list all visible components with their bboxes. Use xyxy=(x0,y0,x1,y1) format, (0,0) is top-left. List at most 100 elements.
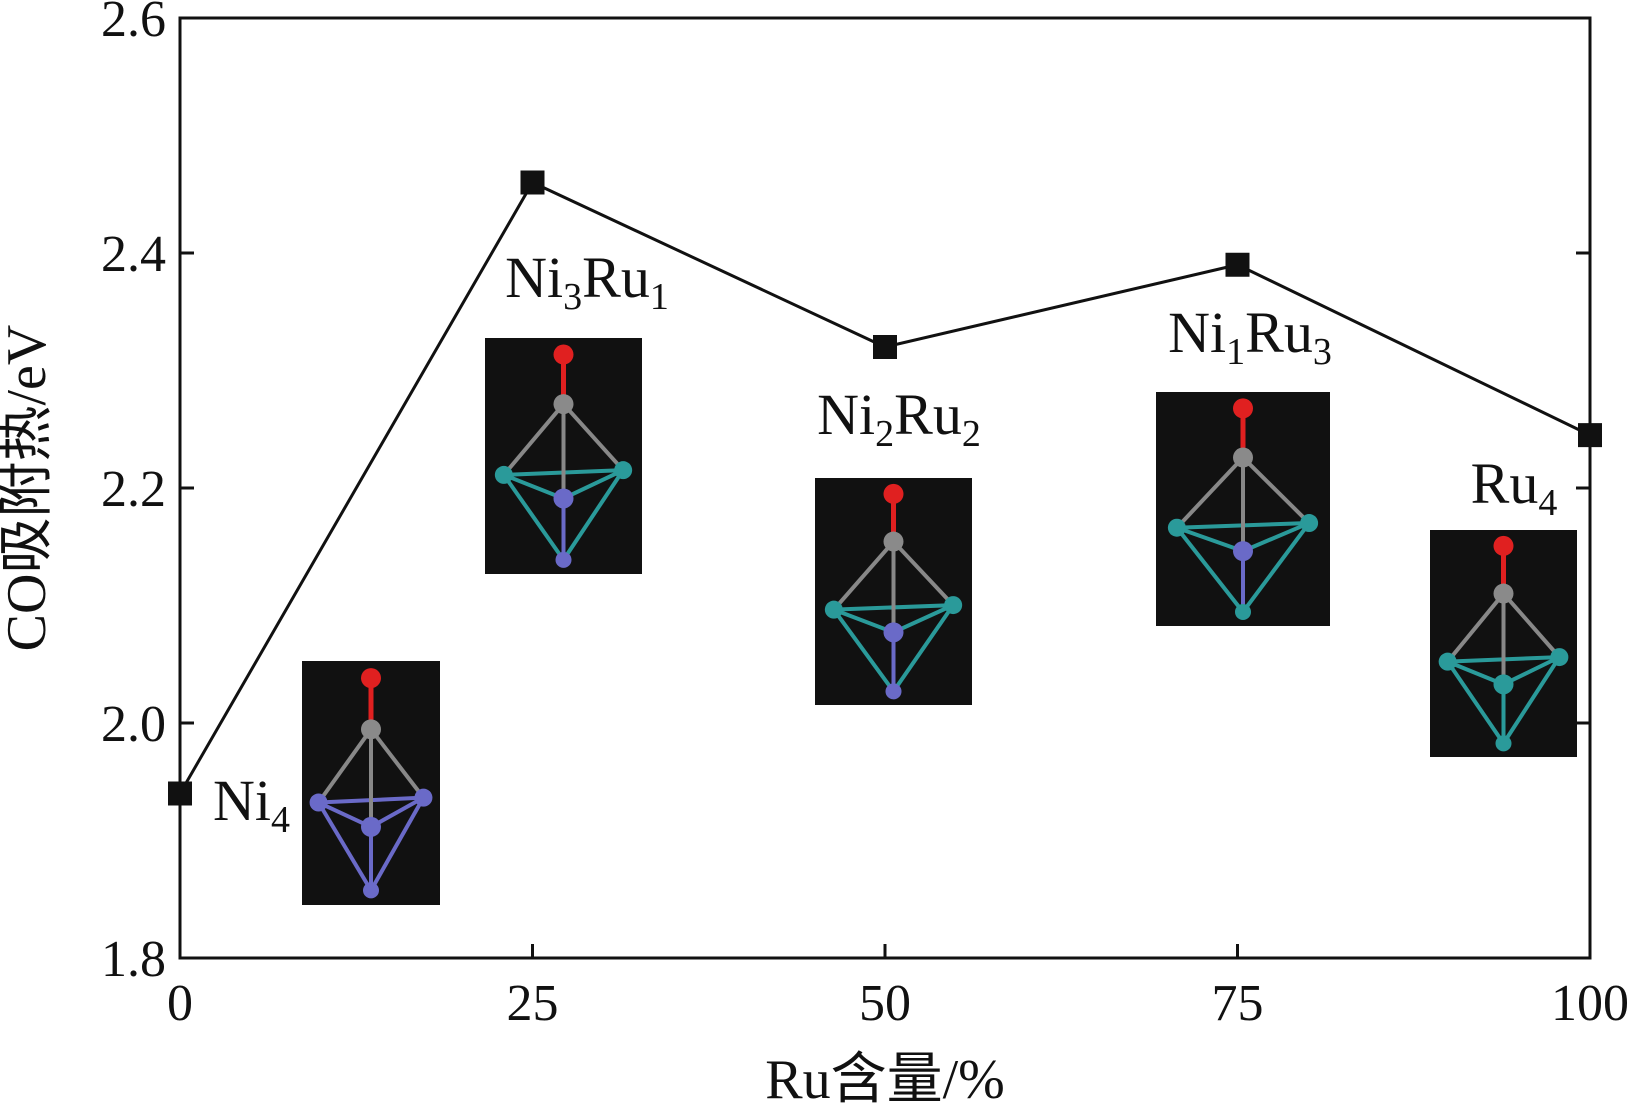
metal-atom xyxy=(1233,541,1253,562)
oxygen-atom xyxy=(883,483,904,504)
bond xyxy=(1501,656,1562,745)
composition-subscript: 1 xyxy=(650,276,669,318)
bond xyxy=(369,796,426,892)
composition-element: Ni xyxy=(505,245,563,310)
composition-element: Ru xyxy=(1245,300,1313,365)
bond-c-metal xyxy=(1241,456,1311,525)
structure-images xyxy=(302,338,1577,905)
composition-element: Ni xyxy=(213,768,271,833)
y-tick-label: 2.2 xyxy=(101,461,166,518)
metal-atom xyxy=(361,816,381,837)
metal-atom xyxy=(1167,518,1186,537)
structure-image-ni2ru2 xyxy=(815,478,972,705)
structure-image-ni3ru1 xyxy=(485,338,642,574)
metal-atom xyxy=(944,596,963,615)
bond xyxy=(1241,521,1311,614)
data-point xyxy=(520,170,545,195)
y-axis-label: CO吸附热/eV xyxy=(0,325,58,652)
bond-c-metal xyxy=(369,728,426,799)
carbon-atom xyxy=(1233,447,1253,468)
composition-element: Ni xyxy=(817,382,875,447)
metal-atom xyxy=(1300,514,1319,533)
carbon-atom xyxy=(883,531,904,552)
data-point xyxy=(1225,252,1250,277)
metal-atom xyxy=(824,600,843,619)
composition-label: Ru4 xyxy=(1471,451,1558,524)
metal-atom xyxy=(1493,674,1514,695)
series xyxy=(168,170,1602,806)
data-point xyxy=(873,335,897,359)
bond-c-metal xyxy=(1501,592,1561,659)
bond xyxy=(1502,655,1561,687)
y-tick-label: 2.0 xyxy=(101,696,166,753)
oxygen-atom xyxy=(1493,535,1514,556)
metal-atom xyxy=(883,622,904,643)
composition-subscript: 1 xyxy=(1226,331,1245,373)
bond xyxy=(891,603,955,693)
carbon-atom xyxy=(1493,583,1514,604)
bond-c-metal xyxy=(562,402,625,472)
y-tick-label: 1.8 xyxy=(101,931,166,988)
metal-atom xyxy=(1438,652,1457,671)
ticks xyxy=(178,16,1592,960)
metal-atom xyxy=(414,788,433,807)
bond xyxy=(502,473,566,561)
bond xyxy=(370,795,425,829)
metal-atom xyxy=(555,551,572,568)
carbon-atom xyxy=(361,719,381,740)
bond xyxy=(561,469,625,561)
bond xyxy=(562,468,625,501)
metal-atom xyxy=(885,683,902,700)
metal-atom xyxy=(614,461,633,480)
bond xyxy=(316,801,373,892)
composition-label: Ni2Ru2 xyxy=(817,382,981,455)
structure-image-ni1ru3 xyxy=(1156,392,1330,626)
bond xyxy=(832,608,896,693)
metal-atom xyxy=(553,488,574,509)
oxygen-atom xyxy=(361,668,381,689)
oxygen-atom xyxy=(553,344,574,365)
x-tick-label: 100 xyxy=(1551,975,1629,1032)
structure-image-ni4 xyxy=(302,661,440,905)
x-axis-label: Ru含量/% xyxy=(765,1049,1005,1108)
bond-c-metal xyxy=(1175,456,1245,530)
composition-label: Ni3Ru1 xyxy=(505,245,669,318)
metal-atom xyxy=(1235,603,1251,620)
bond xyxy=(833,607,895,635)
composition-subscript: 2 xyxy=(962,413,981,455)
composition-subscript: 3 xyxy=(563,276,582,318)
metal-atom xyxy=(363,882,379,899)
bond xyxy=(1242,521,1310,553)
composition-subscript: 4 xyxy=(271,799,290,841)
composition-subscript: 3 xyxy=(1313,331,1332,373)
bond-c-metal xyxy=(892,540,955,607)
structure-image-ru4 xyxy=(1430,530,1577,757)
metal-atom xyxy=(494,465,513,484)
oxygen-atom xyxy=(1233,398,1253,419)
carbon-atom xyxy=(553,394,574,415)
metal-atom xyxy=(1495,735,1512,752)
composition-label: Ni4 xyxy=(213,768,290,841)
x-tick-label: 25 xyxy=(507,975,559,1032)
composition-subscript: 4 xyxy=(1538,482,1557,524)
bond xyxy=(1175,526,1245,614)
data-point xyxy=(168,781,192,806)
composition-label: Ni1Ru3 xyxy=(1168,300,1332,373)
bond-c-metal xyxy=(502,402,566,477)
composition-subscript: 2 xyxy=(875,413,894,455)
x-tick-label: 50 xyxy=(859,975,911,1032)
bond xyxy=(892,603,954,635)
data-point xyxy=(1578,423,1602,448)
y-tick-label: 2.6 xyxy=(101,0,166,48)
composition-element: Ru xyxy=(894,382,962,447)
metal-atom xyxy=(1550,648,1569,667)
tick-labels: 0 25 50 75 100 1.8 2.0 2.2 2.4 2.6 xyxy=(101,0,1629,1032)
y-tick-label: 2.4 xyxy=(101,226,166,283)
bond xyxy=(1446,659,1505,687)
metal-atom xyxy=(309,793,328,812)
bond xyxy=(1445,660,1506,745)
composition-element: Ru xyxy=(1471,451,1539,516)
bond xyxy=(503,473,565,501)
